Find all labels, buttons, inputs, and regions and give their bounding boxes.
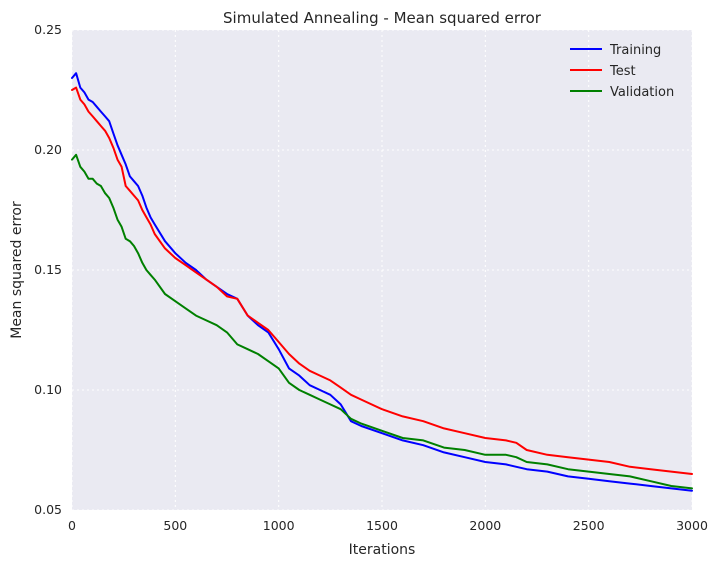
x-tick-label: 1000 bbox=[263, 518, 295, 533]
grid-lines bbox=[71, 29, 693, 511]
y-tick-label: 0.05 bbox=[34, 502, 62, 517]
series-line-validation bbox=[71, 153, 693, 490]
x-tick-label: 500 bbox=[163, 518, 187, 533]
y-tick-label: 0.10 bbox=[34, 382, 62, 397]
x-tick-label: 2000 bbox=[469, 518, 501, 533]
x-tick-label: 2500 bbox=[573, 518, 605, 533]
y-axis-label: Mean squared error bbox=[9, 201, 25, 339]
x-tick-label: 1500 bbox=[366, 518, 398, 533]
y-axis-ticks: 0.05 0.10 0.15 0.20 0.25 bbox=[34, 22, 62, 517]
y-tick-label: 0.25 bbox=[34, 22, 62, 37]
series-lines bbox=[71, 72, 693, 492]
legend-label: Validation bbox=[610, 85, 674, 100]
legend-label: Test bbox=[609, 64, 636, 79]
x-tick-label: 0 bbox=[68, 518, 76, 533]
series-line-test bbox=[71, 86, 693, 475]
legend: Training Test Validation bbox=[570, 43, 674, 100]
x-axis-ticks: 0 500 1000 1500 2000 2500 3000 bbox=[68, 518, 708, 533]
x-tick-label: 3000 bbox=[676, 518, 708, 533]
legend-label: Training bbox=[609, 43, 661, 58]
y-tick-label: 0.20 bbox=[34, 142, 62, 157]
chart-title: Simulated Annealing - Mean squared error bbox=[223, 9, 542, 27]
x-axis-label: Iterations bbox=[349, 542, 416, 558]
y-tick-label: 0.15 bbox=[34, 262, 62, 277]
